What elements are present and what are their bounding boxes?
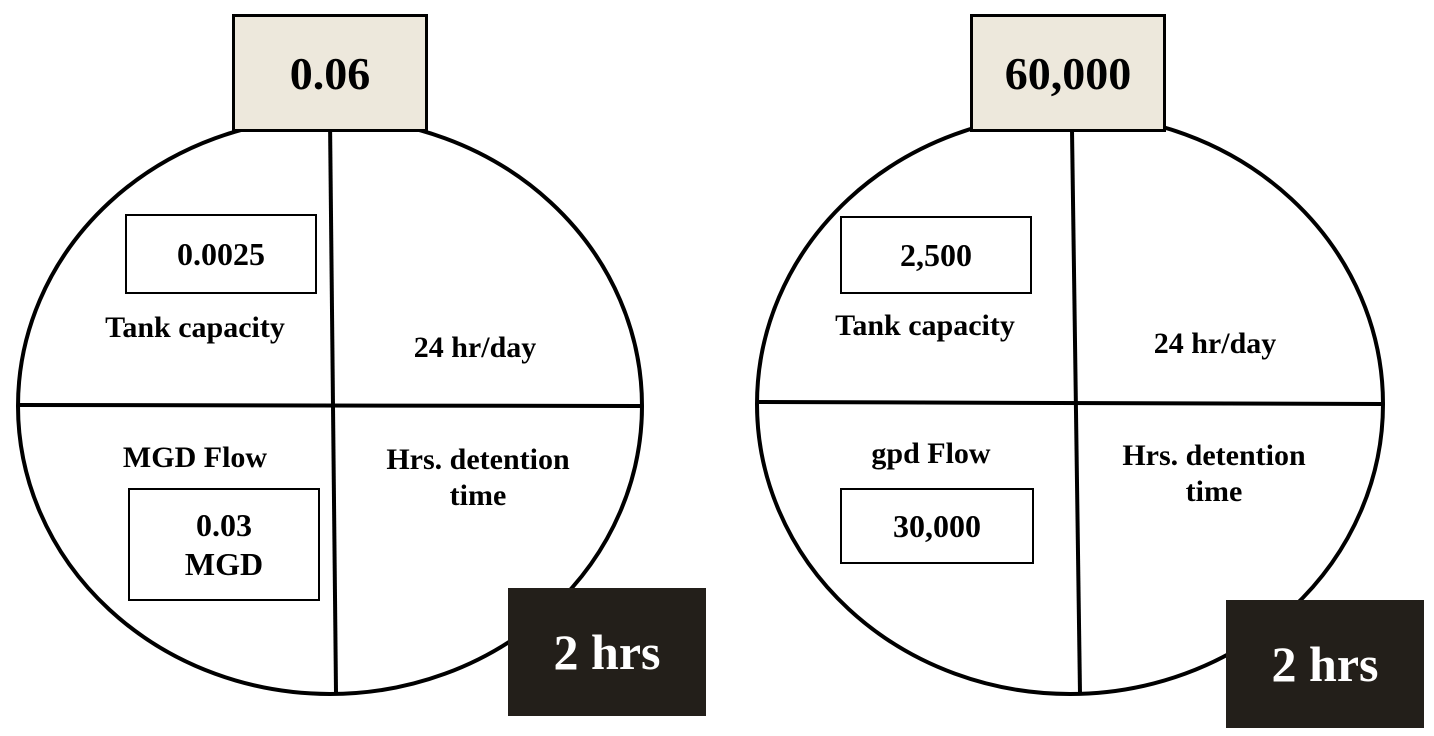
top-answer-value: 60,000	[1004, 47, 1132, 99]
result-box: 2 hrs	[1226, 600, 1424, 728]
flow-value: 0.03	[196, 507, 252, 544]
detention-time-label-line1: Hrs. detention	[386, 443, 570, 476]
flow-label: MGD Flow	[122, 441, 268, 474]
flow-label: gpd Flow	[871, 437, 991, 470]
tank-capacity-value-box: 0.0025	[125, 214, 317, 294]
tank-capacity-label: Tank capacity	[105, 311, 285, 344]
detention-time-label: Hrs. detention time	[340, 442, 616, 514]
wheel-horizontal-divider	[19, 403, 642, 408]
flow-value-box: 30,000	[840, 488, 1034, 564]
top-answer-box: 0.06	[232, 14, 428, 132]
flow-value-box: 0.03 MGD	[128, 488, 320, 601]
wheel-vertical-divider	[1070, 129, 1082, 695]
result-value: 2 hrs	[553, 624, 661, 680]
wheel-horizontal-divider	[757, 400, 1383, 406]
top-answer-value: 0.06	[289, 47, 371, 99]
tank-capacity-value: 0.0025	[177, 235, 265, 272]
result-value: 2 hrs	[1271, 636, 1379, 692]
tank-capacity-label: Tank capacity	[835, 309, 1015, 342]
detention-time-label-line2: time	[449, 479, 507, 512]
tank-capacity-value: 2,500	[900, 236, 972, 273]
hours-per-day-label: 24 hr/day	[413, 331, 537, 364]
detention-wheel-gpd: 60,000 2,500 Tank capacity 24 hr/day gpd…	[730, 0, 1434, 736]
hours-per-day-label: 24 hr/day	[1153, 327, 1277, 360]
detention-wheel-mgd: 0.06 0.0025 Tank capacity 24 hr/day MGD …	[16, 14, 706, 716]
tank-capacity-value-box: 2,500	[840, 216, 1032, 294]
result-box: 2 hrs	[508, 588, 706, 716]
detention-time-label-line2: time	[1185, 475, 1243, 508]
top-answer-box: 60,000	[970, 14, 1166, 132]
flow-value: 30,000	[893, 507, 981, 544]
flow-unit: MGD	[184, 545, 264, 582]
detention-time-label: Hrs. detention time	[1076, 438, 1352, 510]
detention-time-label-line1: Hrs. detention	[1122, 439, 1306, 472]
